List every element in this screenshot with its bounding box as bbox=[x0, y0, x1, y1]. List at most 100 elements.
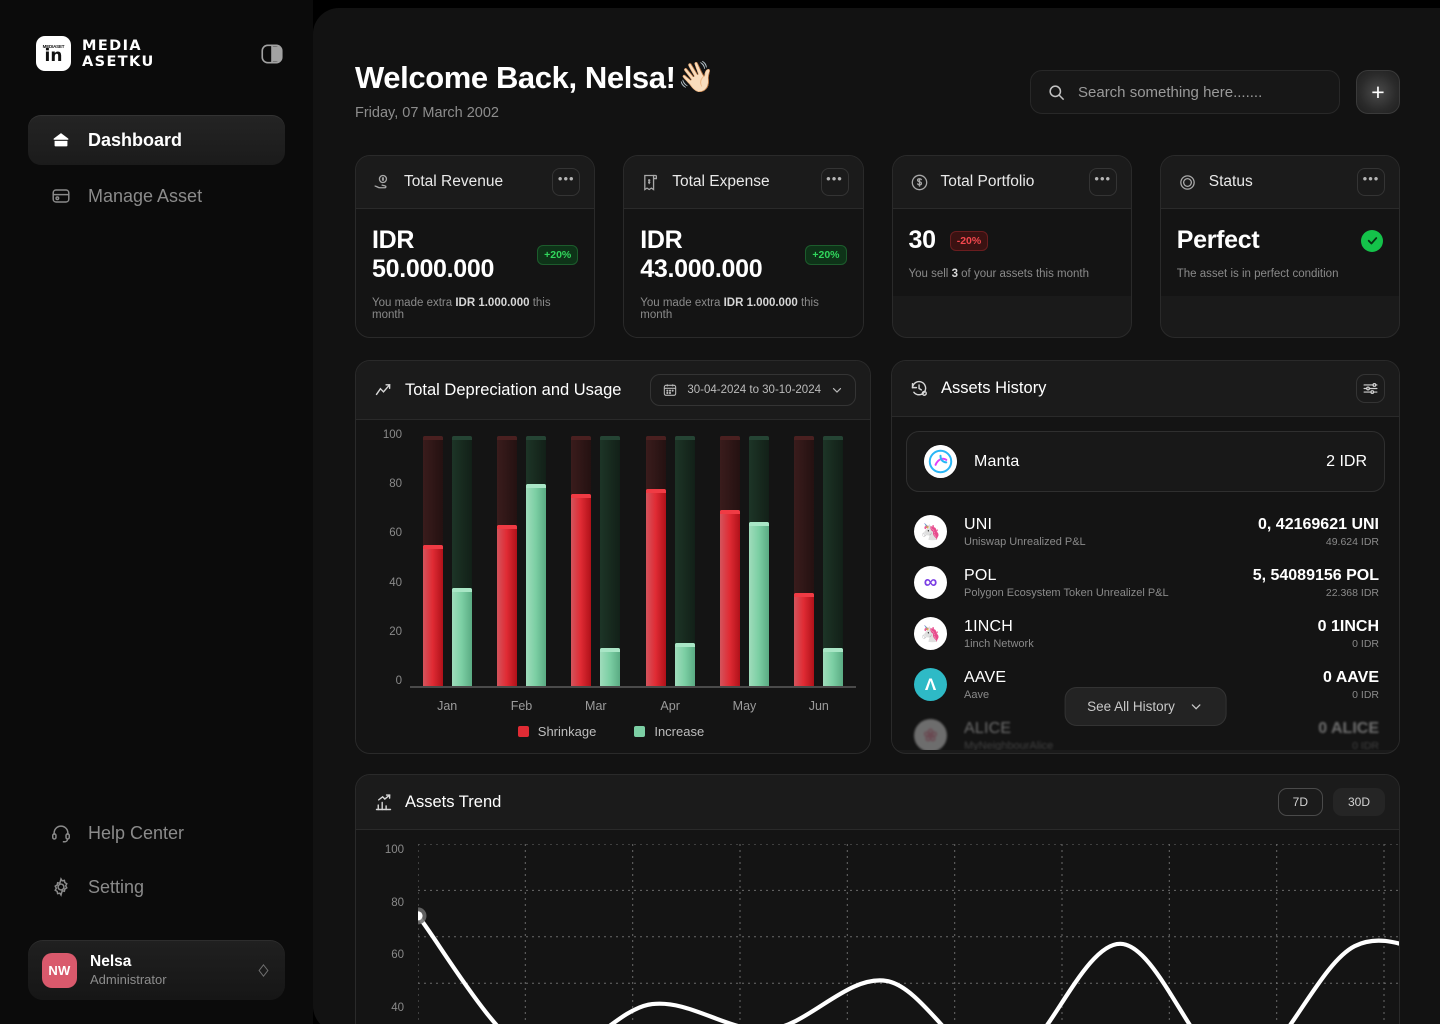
coin-icon: 🦄 bbox=[914, 617, 947, 650]
subtext-bold: IDR 1.000.000 bbox=[723, 297, 798, 309]
sidebar-item-setting[interactable]: Setting bbox=[28, 862, 285, 912]
filter-button[interactable] bbox=[1356, 374, 1385, 403]
sidebar-bottom: Help Center Setting NW Nelsa Administrat… bbox=[28, 808, 285, 1000]
asset-values: 0, 42169621 UNI 49.624 IDR bbox=[1258, 516, 1379, 548]
welcome-block: Welcome Back, Nelsa! 👋🏻 Friday, 07 March… bbox=[355, 60, 715, 121]
featured-asset-name: Manta bbox=[974, 452, 1020, 470]
assets-history-row[interactable]: 🦄 UNI Uniswap Unrealized P&L 0, 42169621 UN… bbox=[906, 506, 1385, 557]
featured-names: Manta bbox=[974, 453, 1309, 471]
search-box[interactable] bbox=[1030, 70, 1340, 114]
panel-toggle-icon[interactable] bbox=[259, 41, 285, 67]
sidebar-item-setting-label: Setting bbox=[88, 876, 145, 897]
sidebar-nav: Dashboard Manage Asset bbox=[28, 115, 285, 221]
bar-value bbox=[674, 643, 695, 686]
bar-slot bbox=[823, 436, 844, 686]
bar-chart-legend: Shrinkage Increase bbox=[366, 724, 856, 739]
assets-history-row[interactable]: 🦄 1INCH 1inch Network 0 1INCH 0 IDR bbox=[906, 608, 1385, 659]
stat-card-subtext: The asset is in perfect condition bbox=[1177, 268, 1383, 280]
assets-history-featured-row[interactable]: Manta 2 IDR bbox=[906, 431, 1385, 492]
profile-info: Nelsa Administrator bbox=[90, 952, 243, 988]
asset-symbol: ALICE bbox=[964, 719, 1012, 737]
hand-coin-icon bbox=[374, 174, 388, 188]
range-30d-button[interactable]: 30D bbox=[1332, 788, 1385, 816]
legend-item: Shrinkage bbox=[517, 724, 596, 739]
stat-card-menu-button[interactable]: ••• bbox=[552, 168, 581, 196]
date-range-picker[interactable]: 30-04-2024 to 30-10-2024 bbox=[650, 374, 856, 406]
bar-x-tick: Feb bbox=[510, 699, 533, 713]
stat-card-body: Perfect The asset is in perfect conditio… bbox=[1160, 209, 1399, 296]
stat-card-subtext: You sell 3 of your assets this month bbox=[909, 268, 1115, 280]
assets-history-header: Assets History bbox=[892, 361, 1399, 417]
brand-logo-top-text: MEDIASET bbox=[42, 43, 65, 49]
asset-symbol: UNI bbox=[964, 515, 993, 533]
asset-symbol: POL bbox=[964, 566, 997, 584]
avatar: NW bbox=[42, 952, 77, 988]
rings-icon bbox=[1179, 174, 1195, 190]
stat-value-row: IDR 43.000.000 +20% bbox=[640, 226, 847, 284]
history-gear-icon bbox=[911, 380, 927, 396]
sidebar-item-manage-asset[interactable]: Manage Asset bbox=[28, 171, 285, 221]
assets-history-row[interactable]: ❀ ALICE MyNeighbourAlice 0 ALICE 0 IDR bbox=[906, 710, 1385, 750]
bar-value bbox=[719, 509, 740, 686]
main-content: Welcome Back, Nelsa! 👋🏻 Friday, 07 March… bbox=[313, 8, 1440, 1024]
waving-hand-icon: 👋🏻 bbox=[677, 61, 715, 94]
legend-swatch bbox=[634, 726, 646, 737]
see-all-history-label: See All History bbox=[1087, 699, 1175, 714]
bar-value bbox=[748, 522, 769, 686]
trend-y-tick: 40 bbox=[391, 1001, 404, 1014]
assets-history-row[interactable]: ∞ POL Polygon Ecosystem Token Unrealizel P… bbox=[906, 557, 1385, 608]
stat-card-value: IDR 43.000.000 bbox=[640, 226, 763, 283]
stat-card-menu-button[interactable]: ••• bbox=[1357, 168, 1385, 196]
asset-full-name: Uniswap Unrealized P&L bbox=[964, 535, 1086, 548]
bar-chart-plot bbox=[410, 436, 856, 688]
subtext-post: this month bbox=[640, 297, 819, 321]
asset-amount: 0 AAVE bbox=[1322, 668, 1379, 686]
asset-idr-value: 0 IDR bbox=[1352, 637, 1379, 650]
stat-card-value: 30 bbox=[908, 226, 937, 254]
stat-card-total-revenue: Total Revenue ••• IDR 50.000.000 +20% Yo… bbox=[355, 155, 596, 338]
bar-value bbox=[823, 648, 844, 686]
range-7d-button[interactable]: 7D bbox=[1277, 788, 1323, 816]
asset-idr-value: 0 IDR bbox=[1352, 688, 1379, 701]
bar-group bbox=[571, 436, 621, 686]
chevron-down-icon bbox=[832, 387, 842, 393]
gear-icon bbox=[54, 877, 68, 897]
chevron-down-icon bbox=[1192, 704, 1201, 710]
search-input[interactable] bbox=[1078, 83, 1323, 101]
asset-values: 0 ALICE 0 IDR bbox=[1318, 720, 1379, 751]
bar-group bbox=[496, 436, 546, 686]
sidebar-item-help-center-label: Help Center bbox=[88, 822, 185, 843]
see-all-history-button[interactable]: See All History bbox=[1064, 687, 1227, 726]
stat-card-menu-button[interactable]: ••• bbox=[1088, 168, 1117, 196]
depreciation-card-header: Total Depreciation and Usage 30-04-2024 … bbox=[356, 361, 870, 420]
stat-card-title: Total Portfolio bbox=[940, 173, 1035, 190]
bar-track bbox=[823, 436, 844, 686]
add-button[interactable]: + bbox=[1356, 70, 1400, 114]
assets-history-row[interactable]: Λ AAVE Aave 0 AAVE 0 IDR bbox=[906, 659, 1385, 710]
asset-names: POL Polygon Ecosystem Token Unrealizel P&… bbox=[964, 567, 1236, 599]
sliders-icon bbox=[1363, 383, 1378, 394]
bar-chart-icon bbox=[375, 793, 392, 810]
sidebar-item-help-center[interactable]: Help Center bbox=[28, 808, 285, 858]
subtext-post: of your assets this month bbox=[957, 268, 1090, 280]
stat-card-menu-button[interactable]: ••• bbox=[820, 168, 849, 196]
stat-value-row: IDR 50.000.000 +20% bbox=[372, 226, 579, 284]
bar-slot bbox=[674, 436, 695, 686]
profile-card[interactable]: NW Nelsa Administrator bbox=[28, 940, 285, 1000]
subtext-bold: IDR 1.000.000 bbox=[455, 297, 530, 309]
bar-value bbox=[600, 648, 621, 686]
asset-full-name: 1inch Network bbox=[964, 637, 1034, 650]
stat-card-body: IDR 43.000.000 +20% You made extra IDR 1… bbox=[624, 209, 863, 337]
bar-x-tick: Apr bbox=[660, 699, 680, 713]
brand-row: MEDIASET in MEDIA ASETKU bbox=[28, 36, 285, 71]
asset-amount: 0 1INCH bbox=[1317, 617, 1379, 635]
trend-plot bbox=[409, 843, 1399, 1024]
middle-row: Total Depreciation and Usage 30-04-2024 … bbox=[355, 360, 1400, 754]
asset-amount: 0 ALICE bbox=[1318, 719, 1379, 737]
brand-text: MEDIA ASETKU bbox=[82, 38, 155, 70]
bar-y-tick: 80 bbox=[389, 478, 402, 491]
bar-y-tick: 100 bbox=[382, 429, 402, 441]
sidebar-item-dashboard[interactable]: Dashboard bbox=[28, 115, 285, 165]
asset-names: 1INCH 1inch Network bbox=[964, 618, 1301, 650]
